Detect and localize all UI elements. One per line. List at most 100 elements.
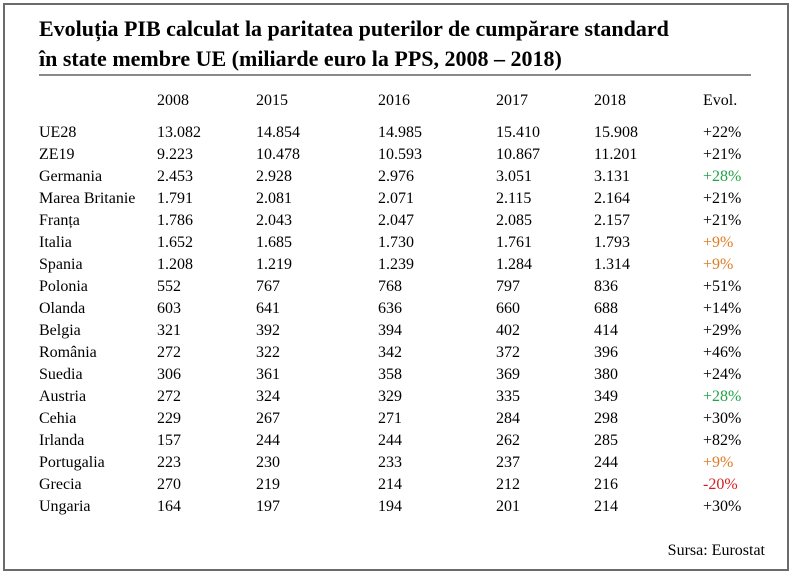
evolution-cell: +21% — [703, 190, 742, 207]
value-2016-cell: 233 — [378, 454, 402, 471]
evolution-cell: +46% — [703, 344, 742, 361]
value-2018-cell: 285 — [594, 432, 618, 449]
value-2017-cell: 335 — [496, 388, 520, 405]
value-2017-cell: 3.051 — [496, 168, 532, 185]
header-2016: 2016 — [378, 92, 410, 109]
value-2015-cell: 197 — [256, 498, 280, 515]
table-row: Ungaria 164 197 194 201 214 +30% — [39, 496, 763, 518]
value-2016-cell: 2.047 — [378, 212, 414, 229]
value-2015-cell: 2.928 — [256, 168, 292, 185]
value-2018-cell: 396 — [594, 344, 618, 361]
value-2015-cell: 361 — [256, 366, 280, 383]
evolution-cell: +28% — [703, 168, 742, 185]
value-2017-cell: 212 — [496, 476, 520, 493]
value-2018-cell: 216 — [594, 476, 618, 493]
value-2016-cell: 271 — [378, 410, 402, 427]
country-cell: Olanda — [39, 300, 86, 317]
value-2008-cell: 1.652 — [157, 234, 193, 251]
header-evol: Evol. — [703, 92, 738, 109]
country-cell: Austria — [39, 388, 87, 405]
value-2017-cell: 15.410 — [496, 124, 540, 141]
value-2016-cell: 2.071 — [378, 190, 414, 207]
header-spacer — [39, 114, 763, 122]
value-2018-cell: 836 — [594, 278, 618, 295]
value-2018-cell: 380 — [594, 366, 618, 383]
value-2016-cell: 768 — [378, 278, 402, 295]
value-2016-cell: 14.985 — [378, 124, 422, 141]
document-title: Evoluția PIB calculat la paritatea puter… — [39, 14, 669, 74]
value-2016-cell: 194 — [378, 498, 402, 515]
value-2008-cell: 9.223 — [157, 146, 193, 163]
value-2017-cell: 284 — [496, 410, 520, 427]
value-2015-cell: 219 — [256, 476, 280, 493]
country-cell: Suedia — [39, 366, 83, 383]
country-cell: România — [39, 344, 97, 361]
value-2016-cell: 10.593 — [378, 146, 422, 163]
value-2015-cell: 1.685 — [256, 234, 292, 251]
value-2017-cell: 201 — [496, 498, 520, 515]
value-2018-cell: 11.201 — [594, 146, 638, 163]
country-cell: Cehia — [39, 410, 77, 427]
evolution-cell: +28% — [703, 388, 742, 405]
title-divider — [39, 74, 751, 76]
value-2008-cell: 2.453 — [157, 168, 193, 185]
value-2016-cell: 329 — [378, 388, 402, 405]
evolution-cell: +30% — [703, 498, 742, 515]
country-cell: Ungaria — [39, 498, 91, 515]
country-cell: Marea Britanie — [39, 190, 136, 207]
value-2015-cell: 230 — [256, 454, 280, 471]
evolution-cell: +9% — [703, 234, 734, 251]
table-row: Grecia 270 219 214 212 216 -20% — [39, 474, 763, 496]
table-row: ZE19 9.223 10.478 10.593 10.867 11.201 +21% — [39, 144, 763, 166]
header-2008: 2008 — [157, 92, 189, 109]
evolution-cell: +21% — [703, 212, 742, 229]
value-2015-cell: 10.478 — [256, 146, 300, 163]
evolution-cell: +22% — [703, 124, 742, 141]
value-2008-cell: 272 — [157, 388, 181, 405]
value-2016-cell: 394 — [378, 322, 402, 339]
value-2016-cell: 636 — [378, 300, 402, 317]
value-2015-cell: 244 — [256, 432, 280, 449]
header-country — [39, 88, 157, 114]
value-2008-cell: 1.791 — [157, 190, 193, 207]
evolution-cell: +24% — [703, 366, 742, 383]
source-note: Sursa: Eurostat — [667, 542, 765, 559]
country-cell: Italia — [39, 234, 72, 251]
value-2008-cell: 13.082 — [157, 124, 201, 141]
value-2018-cell: 688 — [594, 300, 618, 317]
table-row: Germania 2.453 2.928 2.976 3.051 3.131 +28% — [39, 166, 763, 188]
evolution-cell: +9% — [703, 454, 734, 471]
value-2018-cell: 414 — [594, 322, 618, 339]
value-2018-cell: 2.157 — [594, 212, 630, 229]
country-cell: Polonia — [39, 278, 88, 295]
value-2015-cell: 322 — [256, 344, 280, 361]
value-2015-cell: 641 — [256, 300, 280, 317]
value-2018-cell: 244 — [594, 454, 618, 471]
value-2016-cell: 244 — [378, 432, 402, 449]
value-2008-cell: 1.786 — [157, 212, 193, 229]
value-2017-cell: 2.085 — [496, 212, 532, 229]
title-line-1: Evoluția PIB calculat la paritatea puter… — [39, 16, 669, 41]
value-2016-cell: 1.730 — [378, 234, 414, 251]
value-2016-cell: 342 — [378, 344, 402, 361]
value-2017-cell: 369 — [496, 366, 520, 383]
value-2018-cell: 1.793 — [594, 234, 630, 251]
header-2015: 2015 — [256, 92, 288, 109]
value-2015-cell: 267 — [256, 410, 280, 427]
table-row: Spania 1.208 1.219 1.239 1.284 1.314 +9% — [39, 254, 763, 276]
value-2017-cell: 797 — [496, 278, 520, 295]
table-row: Belgia 321 392 394 402 414 +29% — [39, 320, 763, 342]
value-2008-cell: 229 — [157, 410, 181, 427]
value-2016-cell: 2.976 — [378, 168, 414, 185]
value-2008-cell: 1.208 — [157, 256, 193, 273]
table-row: Suedia 306 361 358 369 380 +24% — [39, 364, 763, 386]
table-row: UE28 13.082 14.854 14.985 15.410 15.908 +22% — [39, 122, 763, 144]
evolution-cell: -20% — [703, 476, 738, 493]
country-cell: Belgia — [39, 322, 81, 339]
value-2018-cell: 2.164 — [594, 190, 630, 207]
country-cell: Germania — [39, 168, 103, 185]
value-2018-cell: 1.314 — [594, 256, 630, 273]
value-2008-cell: 603 — [157, 300, 181, 317]
country-cell: Portugalia — [39, 454, 105, 471]
value-2008-cell: 321 — [157, 322, 181, 339]
